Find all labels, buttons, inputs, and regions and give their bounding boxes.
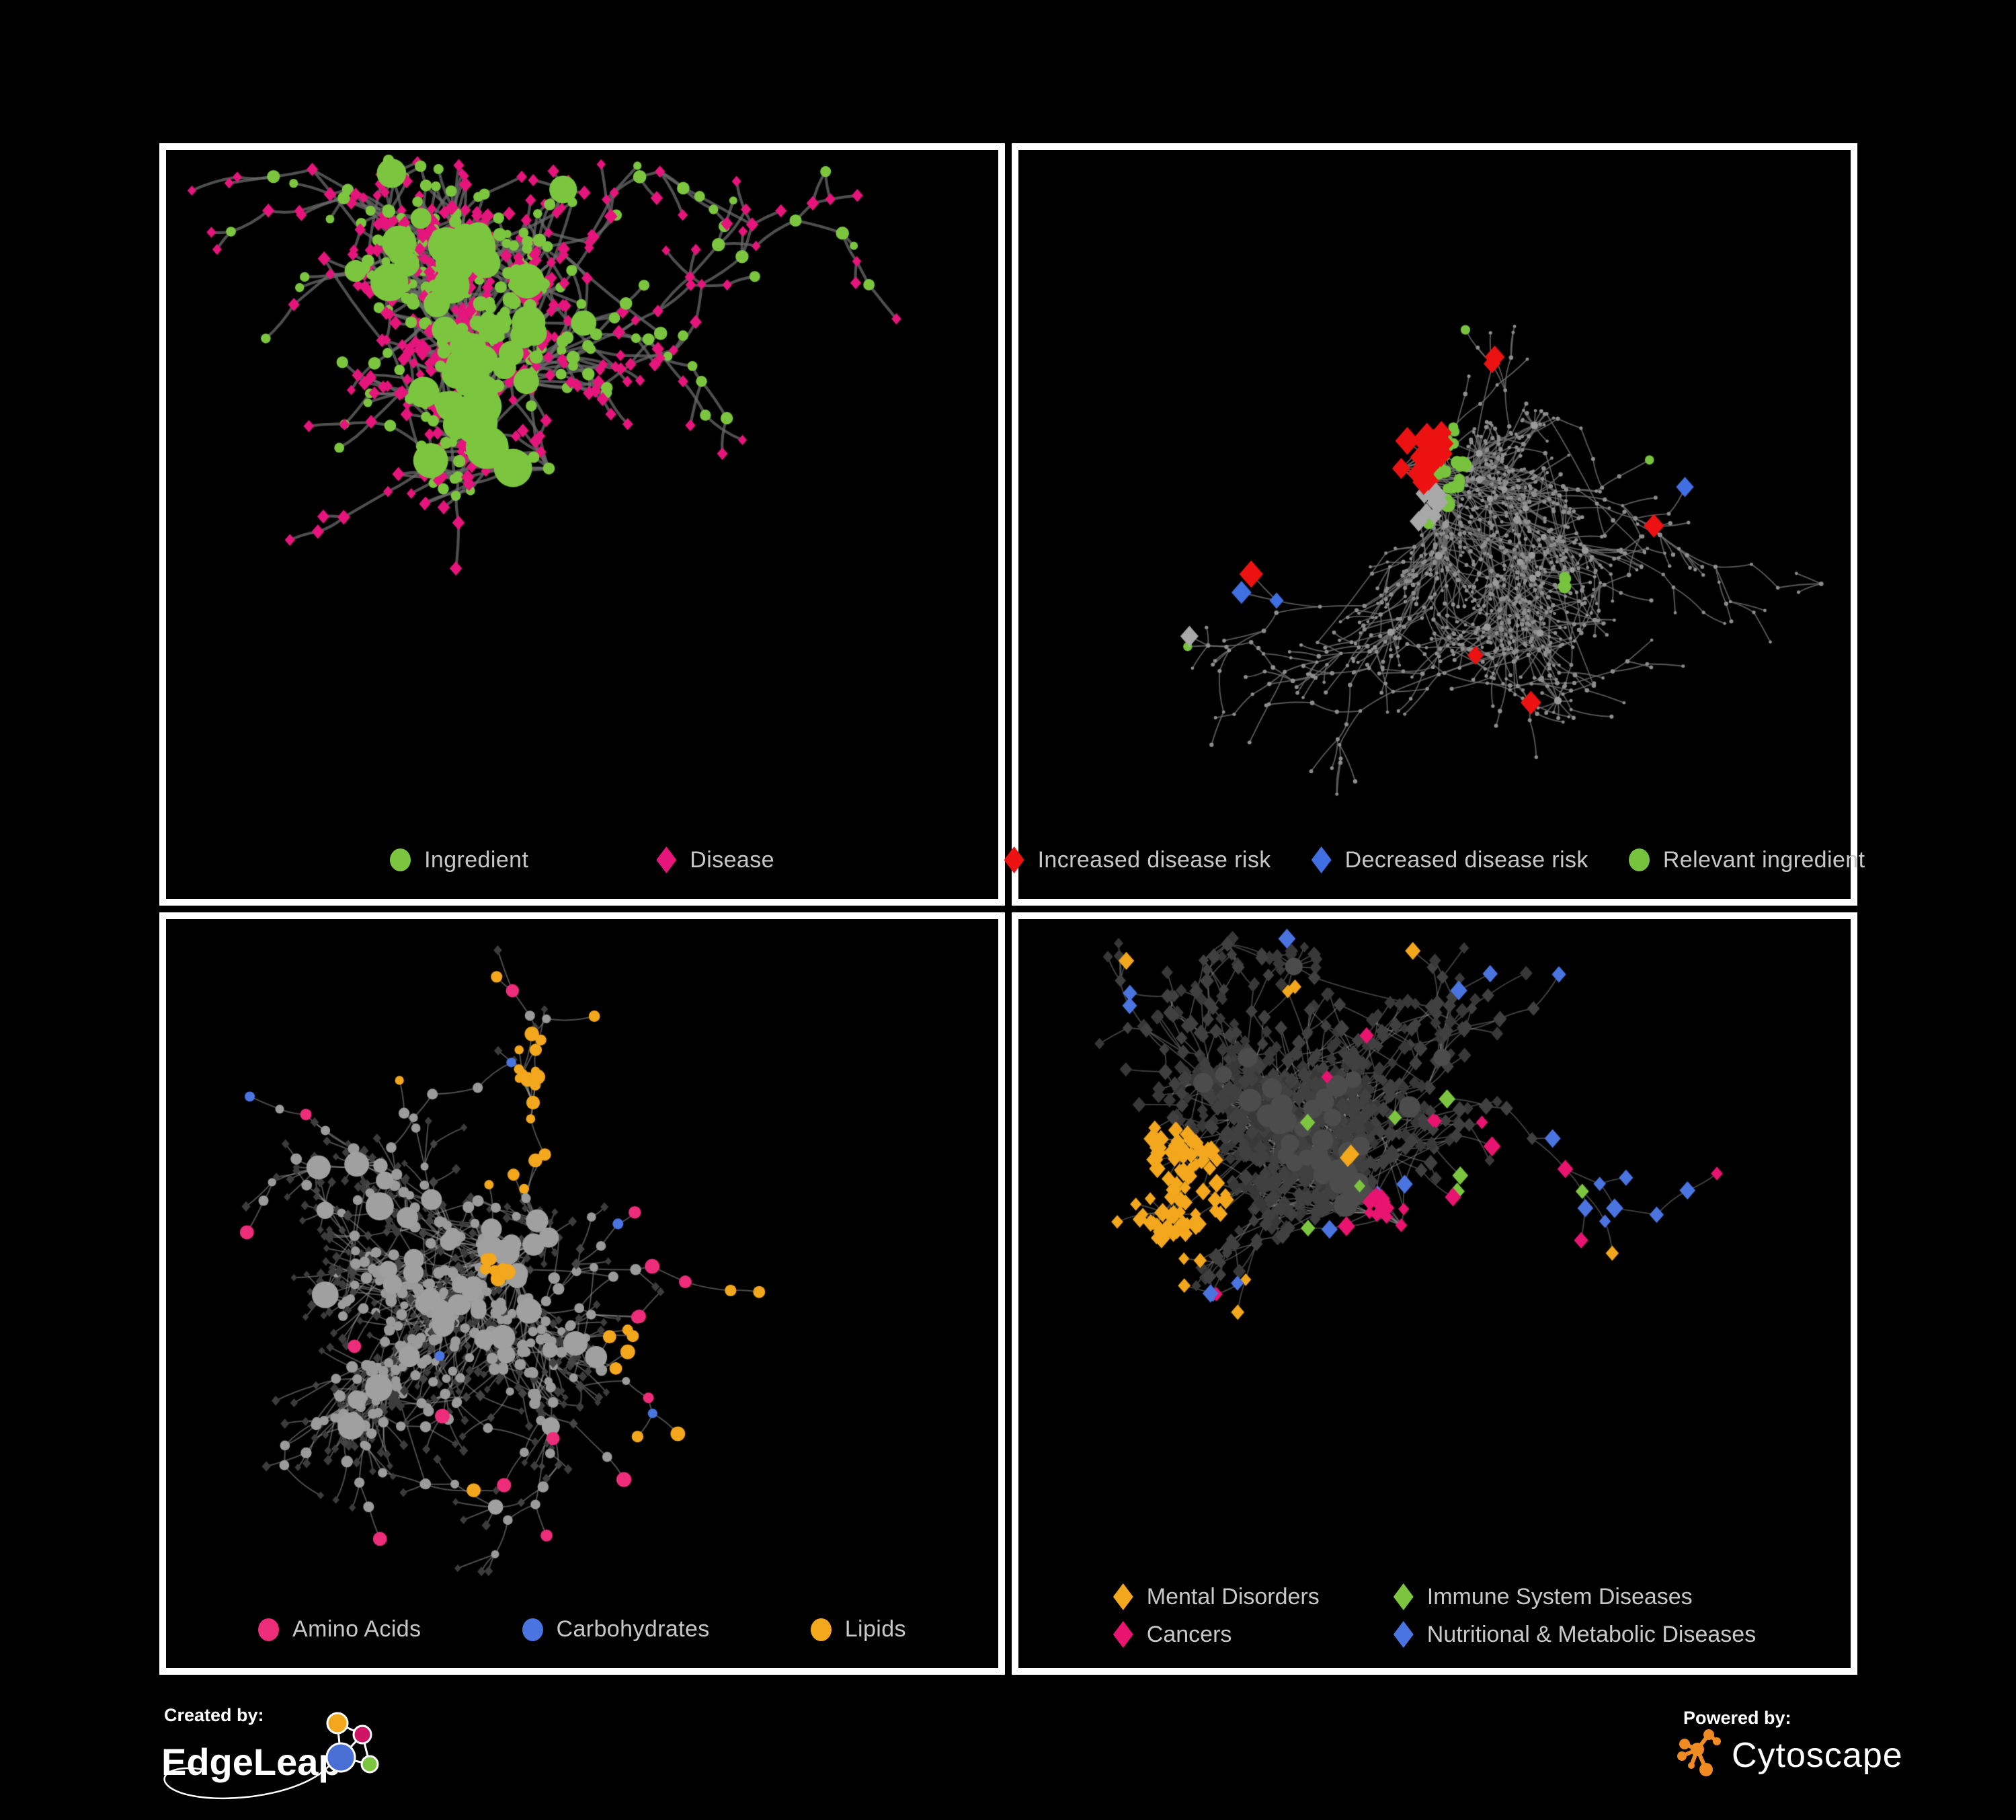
- decreased-risk-diamond-icon: [1311, 846, 1332, 873]
- legend-item: Decreased disease risk: [1311, 846, 1588, 873]
- legend-label: Ingredient: [424, 846, 529, 873]
- immune-system-diamond-icon: [1393, 1583, 1414, 1610]
- panel-nutrient-classes: Amino Acids Carbohydrates Lipids: [159, 912, 1005, 1675]
- legend-disease-risk: Increased disease risk Decreased disease…: [1004, 846, 1865, 873]
- legend-label: Amino Acids: [292, 1616, 421, 1642]
- edgeleap-node-magenta: [352, 1725, 372, 1745]
- carbohydrates-circle-icon: [522, 1618, 543, 1641]
- edgeleap-wordmark: EdgeLeap: [161, 1741, 341, 1783]
- edgeleap-network-icon: [325, 1712, 379, 1774]
- panel-ingredient-disease: Ingredient Disease: [159, 143, 1005, 906]
- panel-disease-risk: Increased disease risk Decreased disease…: [1004, 143, 1865, 906]
- legend-item: Immune System Diseases: [1393, 1583, 1756, 1610]
- legend-label: Carbohydrates: [556, 1616, 710, 1642]
- legend-nutrient-classes: Amino Acids Carbohydrates Lipids: [166, 1616, 998, 1643]
- legend-item: Carbohydrates: [522, 1616, 710, 1643]
- lipids-circle-icon: [810, 1618, 832, 1641]
- legend-item: Increased disease risk: [1004, 846, 1271, 873]
- edgeleap-logo: Created by: EdgeLeap: [161, 1705, 379, 1799]
- cancers-diamond-icon: [1113, 1621, 1133, 1648]
- relevant-ingredient-circle-icon: [1628, 848, 1650, 871]
- created-by-label: Created by:: [164, 1705, 264, 1725]
- network-canvas-ingredient-disease: [166, 150, 998, 899]
- legend-item: Cancers: [1113, 1621, 1320, 1648]
- cytoscape-wordmark: Cytoscape: [1732, 1736, 1903, 1775]
- edgeleap-node-orange: [326, 1712, 349, 1735]
- increased-risk-diamond-icon: [1004, 846, 1024, 873]
- legend-item: Ingredient: [390, 847, 528, 873]
- network-canvas-disease-classes: [1018, 919, 1851, 1668]
- panel-disease-classes: Mental Disorders Immune System Diseases …: [1012, 912, 1857, 1675]
- edgeleap-node-blue: [325, 1742, 356, 1773]
- legend-item: Nutritional & Metabolic Diseases: [1393, 1621, 1757, 1648]
- legend-item: Lipids: [810, 1616, 906, 1643]
- network-canvas-disease-risk: [1018, 150, 1851, 899]
- network-canvas-nutrient-classes: [166, 919, 998, 1668]
- amino-acids-circle-icon: [258, 1618, 280, 1641]
- legend-item: Mental Disorders: [1113, 1583, 1320, 1610]
- cytoscape-network-icon: [1677, 1729, 1721, 1776]
- nutritional-metabolic-diamond-icon: [1393, 1621, 1414, 1648]
- legend-ingredient-disease: Ingredient Disease: [166, 846, 998, 873]
- legend-label: Lipids: [844, 1616, 906, 1642]
- edgeleap-node-green: [360, 1755, 379, 1774]
- powered-by-label: Powered by:: [1683, 1708, 1791, 1728]
- legend-label: Disease: [690, 846, 774, 873]
- legend-label: Cancers: [1146, 1621, 1232, 1647]
- mental-disorders-diamond-icon: [1113, 1583, 1133, 1610]
- legend-label: Increased disease risk: [1037, 846, 1271, 873]
- cytoscape-logo: Powered by: Cytoscape: [1677, 1708, 1903, 1776]
- legend-item: Disease: [656, 846, 774, 873]
- legend-item: Relevant ingredient: [1628, 846, 1865, 873]
- legend-label: Decreased disease risk: [1344, 846, 1588, 873]
- legend-disease-classes: Mental Disorders Immune System Diseases …: [1018, 1583, 1851, 1648]
- legend-label: Relevant ingredient: [1662, 846, 1865, 873]
- edgeleap-swoosh: [163, 1765, 330, 1799]
- legend-label: Immune System Diseases: [1426, 1583, 1693, 1610]
- ingredient-circle-icon: [390, 848, 411, 871]
- legend-item: Amino Acids: [258, 1616, 421, 1643]
- legend-label: Nutritional & Metabolic Diseases: [1426, 1621, 1757, 1647]
- disease-diamond-icon: [656, 846, 677, 873]
- legend-label: Mental Disorders: [1146, 1583, 1320, 1610]
